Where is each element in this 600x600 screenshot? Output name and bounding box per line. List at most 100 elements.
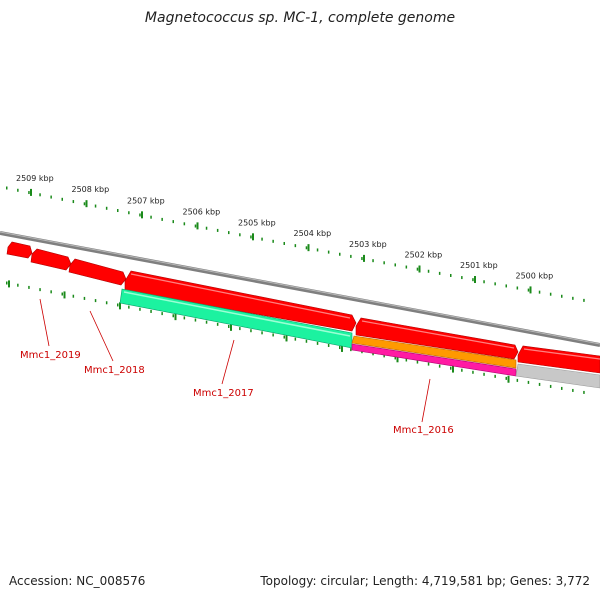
leader-mmc1-2019 [39, 298, 50, 347]
minor-tick [83, 296, 86, 300]
minor-tick [228, 231, 230, 235]
kbp-tick-label: 2506 kbp [183, 207, 221, 216]
minor-tick [50, 195, 52, 199]
minor-tick [72, 294, 75, 298]
genome-backbone [0, 231, 600, 347]
minor-tick [172, 220, 174, 224]
minor-tick [405, 358, 408, 362]
top-tick-track [6, 186, 585, 302]
major-tick [119, 302, 121, 310]
major-tick [63, 291, 66, 299]
kbp-tick-label: 2509 kbp [16, 174, 54, 183]
minor-tick [94, 204, 97, 208]
major-tick [507, 375, 510, 383]
kbp-tick-label: 2504 kbp [294, 229, 332, 238]
label-mmc1-2018[interactable]: Mmc1_2018 [84, 365, 145, 376]
minor-tick [405, 265, 408, 269]
minor-tick [117, 303, 119, 307]
minor-tick [172, 314, 174, 318]
minor-tick [538, 382, 541, 386]
minor-tick [394, 356, 396, 360]
minor-tick [350, 254, 352, 258]
gene-mmc1-2019[interactable] [6, 241, 33, 259]
minor-tick [305, 339, 308, 343]
minor-tick [327, 250, 330, 254]
minor-tick [294, 337, 297, 341]
minor-tick [150, 215, 152, 219]
gene-grey-right[interactable] [515, 363, 600, 389]
minor-tick [261, 331, 263, 335]
minor-tick [183, 222, 186, 226]
minor-tick [17, 188, 19, 192]
major-tick [285, 334, 288, 342]
minor-tick [83, 202, 86, 206]
minor-tick [39, 193, 41, 197]
kbp-tick-label: 2500 kbp [516, 271, 554, 280]
minor-tick [316, 248, 319, 252]
kbp-tick-label: 2507 kbp [127, 196, 165, 205]
map-title: Magnetococcus sp. MC-1, complete genome [144, 10, 456, 26]
minor-tick [216, 228, 219, 232]
label-mmc1-2016[interactable]: Mmc1_2016 [393, 425, 454, 436]
gene-forward-right[interactable] [517, 345, 600, 374]
minor-tick [527, 288, 530, 292]
minor-tick [472, 278, 474, 282]
minor-tick [350, 348, 352, 352]
minor-tick [250, 329, 252, 333]
minor-tick [105, 301, 108, 305]
genome-backbone-highlight [0, 231, 600, 345]
major-tick [418, 265, 421, 273]
minor-tick [183, 316, 186, 320]
minor-tick [228, 324, 230, 328]
minor-tick [305, 246, 308, 250]
minor-tick [427, 269, 430, 273]
accession-text: Accession: NC_008576 [9, 574, 146, 588]
minor-tick [28, 191, 30, 195]
minor-tick [339, 252, 341, 256]
major-tick [174, 313, 177, 321]
minor-tick [416, 267, 419, 271]
minor-tick [583, 390, 585, 394]
minor-tick [239, 233, 241, 237]
minor-tick [538, 290, 541, 294]
major-tick [30, 188, 32, 196]
minor-tick [383, 261, 385, 265]
minor-tick [117, 209, 119, 213]
major-tick [230, 323, 232, 331]
major-tick [252, 233, 254, 241]
minor-tick [50, 290, 52, 294]
minor-tick [139, 213, 141, 217]
minor-tick [39, 288, 41, 292]
gene-mmc1-2018b[interactable] [68, 258, 127, 286]
minor-tick [505, 376, 507, 380]
kbp-tick-label: 2508 kbp [72, 185, 110, 194]
genome-summary: Topology: circular; Length: 4,719,581 bp… [260, 574, 590, 588]
minor-tick [139, 307, 141, 311]
minor-tick [438, 271, 441, 275]
minor-tick [194, 318, 197, 322]
minor-tick [250, 235, 252, 239]
minor-tick [516, 378, 519, 382]
gene-mmc1-2016-orange[interactable] [351, 335, 517, 369]
minor-tick [272, 333, 274, 337]
minor-tick [461, 368, 463, 372]
kbp-tick-label: 2501 kbp [460, 261, 498, 270]
minor-tick [161, 217, 163, 221]
major-tick [8, 280, 10, 288]
gene-mmc1-2018[interactable] [30, 248, 72, 271]
gene-mmc1-2017-shine [123, 291, 351, 337]
minor-tick [128, 211, 130, 215]
minor-tick [6, 186, 8, 190]
minor-tick [28, 285, 30, 289]
minor-tick [572, 296, 574, 300]
minor-tick [483, 280, 485, 284]
label-mmc1-2017[interactable]: Mmc1_2017 [193, 388, 254, 399]
minor-tick [361, 257, 363, 261]
minor-tick [416, 360, 419, 364]
leader-mmc1-2016 [421, 378, 431, 423]
major-tick [141, 211, 143, 219]
gene-forward-mid[interactable] [355, 317, 519, 360]
kbp-tick-label: 2502 kbp [405, 250, 443, 259]
label-mmc1-2019[interactable]: Mmc1_2019 [20, 350, 81, 361]
minor-tick [283, 241, 285, 245]
